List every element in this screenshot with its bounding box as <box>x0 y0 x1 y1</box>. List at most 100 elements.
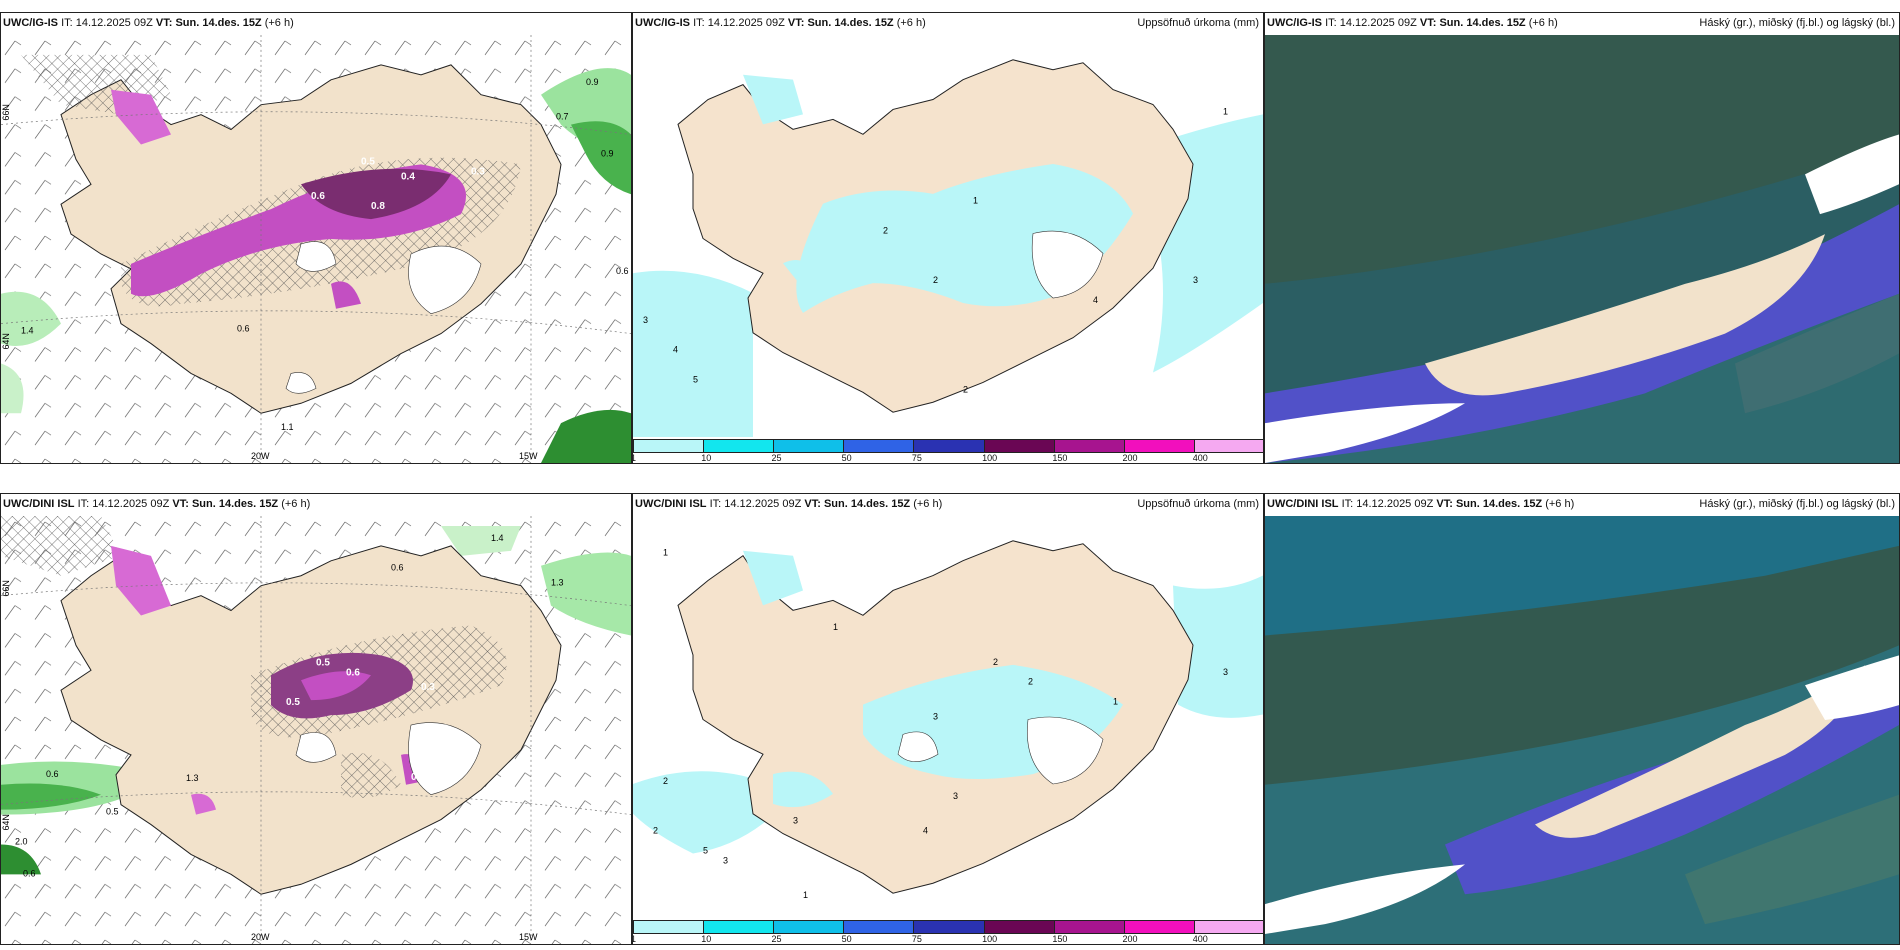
map-ig-accum[interactable]: 3 4 5 2 1 2 4 3 1 2 <box>633 35 1263 437</box>
legend-swatch <box>1054 440 1125 452</box>
svg-text:4: 4 <box>1093 295 1098 305</box>
svg-text:15W: 15W <box>519 451 538 461</box>
legend-swatch <box>1124 440 1195 452</box>
svg-text:1.4: 1.4 <box>21 326 34 336</box>
svg-text:4: 4 <box>673 345 678 355</box>
svg-text:4: 4 <box>923 826 928 836</box>
svg-text:1: 1 <box>803 890 808 900</box>
legend-swatch <box>774 440 845 452</box>
legend-swatch <box>984 921 1055 933</box>
panel-dini-clouds: UWC/DINI ISL IT: 14.12.2025 09Z VT: Sun.… <box>1264 493 1900 945</box>
white-glaciers <box>285 241 482 394</box>
svg-text:2: 2 <box>883 226 888 236</box>
map-ig-clouds[interactable] <box>1265 35 1899 463</box>
panel-ig-precip: UWC/IG-IS IT: 14.12.2025 09Z VT: Sun. 14… <box>0 12 632 464</box>
legend-swatch <box>704 921 775 933</box>
svg-text:3: 3 <box>793 816 798 826</box>
svg-text:0.6: 0.6 <box>391 563 404 573</box>
legend-tick-label: 1 <box>633 453 636 463</box>
purple-precip-band <box>111 89 466 309</box>
panel-ig-accum: UWC/IG-IS IT: 14.12.2025 09Z VT: Sun. 14… <box>632 12 1264 464</box>
legend-swatch <box>1054 921 1125 933</box>
svg-text:0.4: 0.4 <box>401 171 415 182</box>
panel-header: UWC/IG-IS IT: 14.12.2025 09Z VT: Sun. 14… <box>1265 13 1899 35</box>
legend-tick-label: 50 <box>841 934 852 944</box>
panel-dini-precip: UWC/DINI ISL IT: 14.12.2025 09Z VT: Sun.… <box>0 493 632 945</box>
legend-tick-label: 75 <box>911 934 922 944</box>
map-dini-clouds[interactable] <box>1265 516 1899 944</box>
svg-text:3: 3 <box>1193 275 1198 285</box>
svg-text:1.1: 1.1 <box>281 422 294 432</box>
panel-header: UWC/DINI ISL IT: 14.12.2025 09Z VT: Sun.… <box>1 494 631 516</box>
panel-header: UWC/IG-IS IT: 14.12.2025 09Z VT: Sun. 14… <box>633 13 1263 35</box>
legend-swatch <box>914 440 985 452</box>
legend-tick-label: 1 <box>633 934 636 944</box>
svg-text:5: 5 <box>693 374 698 384</box>
svg-text:1: 1 <box>1113 697 1118 707</box>
panel-header: UWC/IG-IS IT: 14.12.2025 09Z VT: Sun. 14… <box>1 13 631 35</box>
legend-swatch <box>914 921 985 933</box>
svg-text:0.9: 0.9 <box>586 77 599 87</box>
svg-text:20W: 20W <box>251 451 270 461</box>
legend-swatch <box>1194 440 1263 452</box>
svg-text:2: 2 <box>653 826 658 836</box>
svg-text:0.5: 0.5 <box>316 657 330 668</box>
panel-header: UWC/DINI ISL IT: 14.12.2025 09Z VT: Sun.… <box>1265 494 1899 516</box>
svg-text:3: 3 <box>933 712 938 722</box>
svg-text:20W: 20W <box>251 932 270 942</box>
legend-tick-label: 25 <box>771 934 782 944</box>
legend-tick-label: 100 <box>982 453 998 463</box>
svg-text:0.6: 0.6 <box>616 266 629 276</box>
svg-text:2.0: 2.0 <box>15 836 28 846</box>
svg-text:64N: 64N <box>1 814 11 830</box>
svg-text:0.6: 0.6 <box>46 769 59 779</box>
precip-legend: 1 10 25 50 75 100 150 200 400 <box>633 439 1263 463</box>
legend-swatch <box>844 921 915 933</box>
svg-text:0.7: 0.7 <box>556 112 569 122</box>
svg-text:1: 1 <box>663 548 668 558</box>
svg-text:2: 2 <box>963 384 968 394</box>
legend-tick-label: 10 <box>701 453 712 463</box>
legend-swatch <box>634 921 705 933</box>
legend-tick-label: 400 <box>1192 453 1208 463</box>
legend-swatch <box>984 440 1055 452</box>
legend-tick-label: 150 <box>1052 934 1068 944</box>
svg-text:64N: 64N <box>1 333 11 349</box>
svg-text:0.6: 0.6 <box>311 191 325 202</box>
precip-legend: 1 10 25 50 75 100 150 200 400 <box>633 920 1263 944</box>
svg-text:3: 3 <box>1223 667 1228 677</box>
legend-tick-label: 200 <box>1122 934 1138 944</box>
white-glaciers <box>295 722 482 796</box>
legend-swatch <box>1194 921 1263 933</box>
panel-dini-accum: UWC/DINI ISL IT: 14.12.2025 09Z VT: Sun.… <box>632 493 1264 945</box>
map-dini-precip[interactable]: 0.5 0.6 0.3 0.5 0.4 1.4 1.3 0.6 1.3 0.6 … <box>1 516 631 944</box>
legend-tick-label: 10 <box>701 934 712 944</box>
map-ig-precip[interactable]: 0.5 0.4 0.3 0.6 0.8 0.9 0.7 0.9 0.6 1.1 … <box>1 35 631 463</box>
panel-ig-clouds: UWC/IG-IS IT: 14.12.2025 09Z VT: Sun. 14… <box>1264 12 1900 464</box>
panel-header: UWC/DINI ISL IT: 14.12.2025 09Z VT: Sun.… <box>633 494 1263 516</box>
svg-text:1.4: 1.4 <box>491 533 504 543</box>
svg-text:15W: 15W <box>519 932 538 942</box>
svg-text:3: 3 <box>953 791 958 801</box>
legend-tick-label: 75 <box>911 453 922 463</box>
svg-text:2: 2 <box>1028 677 1033 687</box>
svg-text:2: 2 <box>993 657 998 667</box>
svg-text:0.6: 0.6 <box>23 868 36 878</box>
svg-text:66N: 66N <box>1 580 11 596</box>
svg-text:1.3: 1.3 <box>551 578 564 588</box>
svg-text:0.3: 0.3 <box>421 682 435 693</box>
legend-tick-label: 200 <box>1122 453 1138 463</box>
legend-swatch <box>774 921 845 933</box>
svg-text:1: 1 <box>833 622 838 632</box>
svg-text:1.3: 1.3 <box>186 773 199 783</box>
svg-text:0.5: 0.5 <box>361 156 375 167</box>
svg-text:2: 2 <box>663 776 668 786</box>
legend-tick-label: 50 <box>841 453 852 463</box>
svg-text:1: 1 <box>973 196 978 206</box>
map-dini-accum[interactable]: 1 2 2 5 3 1 2 3 1 2 3 3 3 4 1 <box>633 516 1263 918</box>
legend-swatch <box>1124 921 1195 933</box>
svg-text:5: 5 <box>703 846 708 856</box>
legend-swatch <box>844 440 915 452</box>
svg-text:0.5: 0.5 <box>286 697 300 708</box>
graticule <box>1 35 631 463</box>
